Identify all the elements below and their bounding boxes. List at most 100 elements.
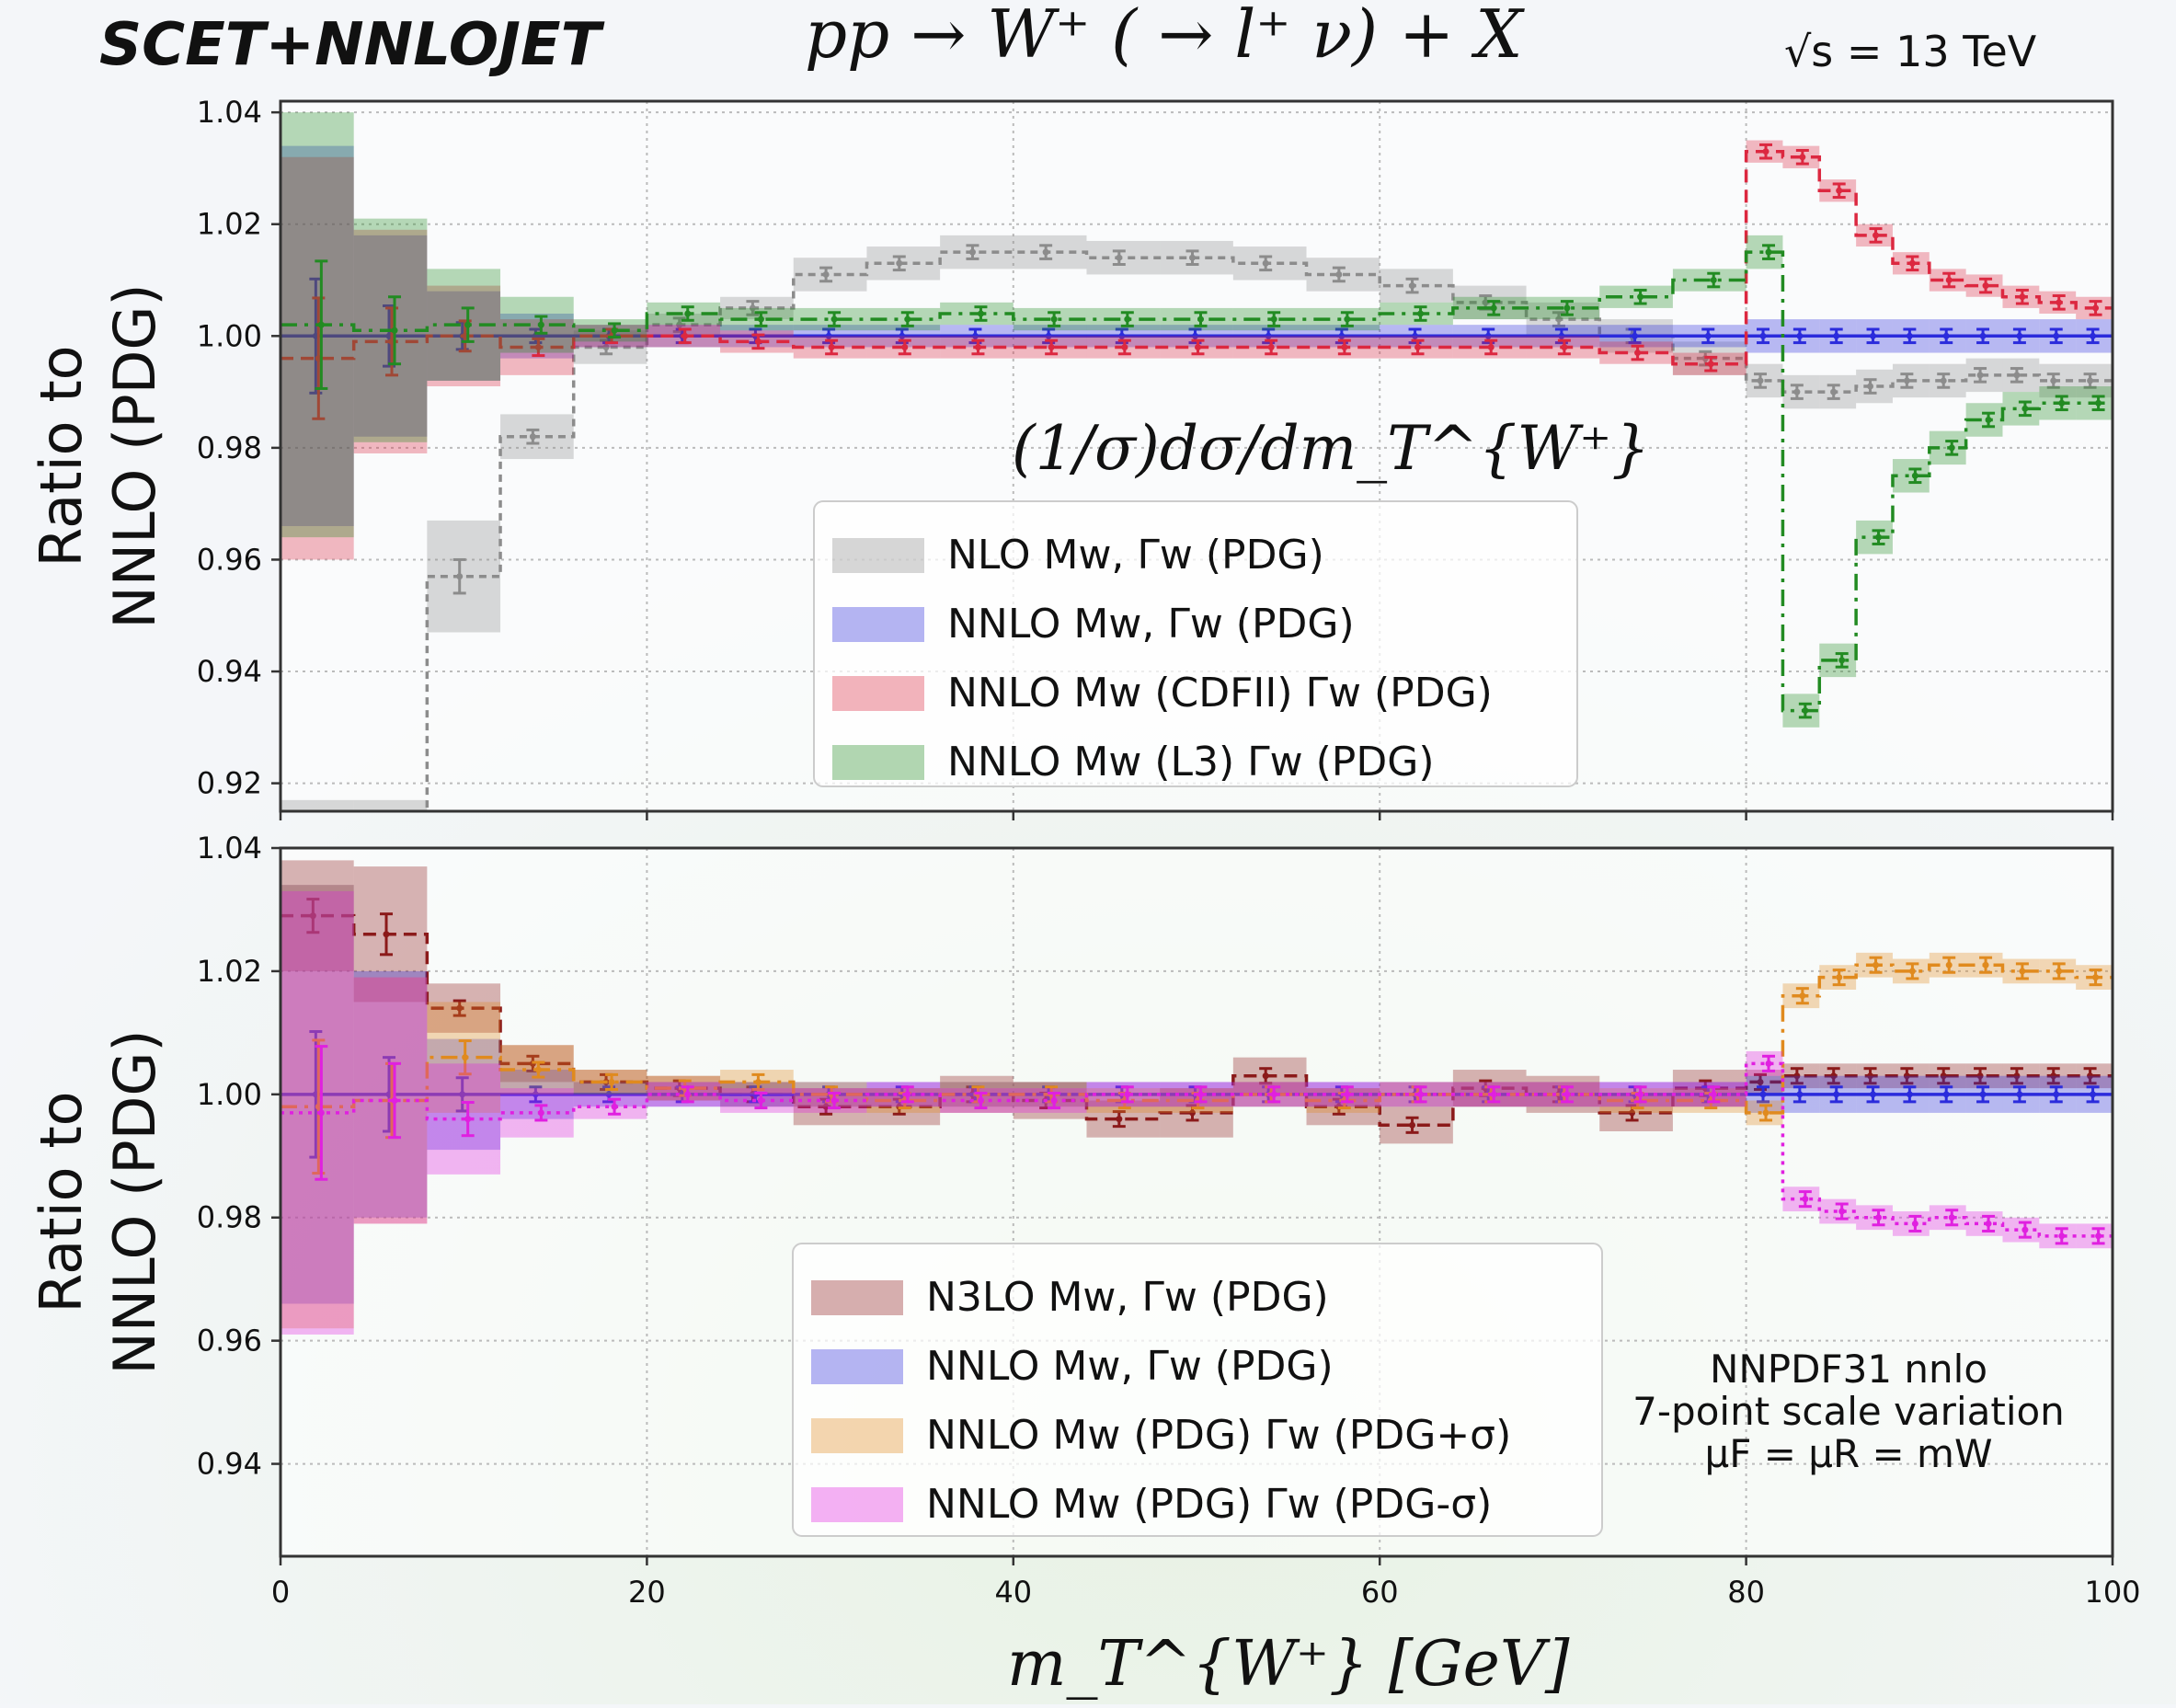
data-point [1555,315,1563,323]
data-point [1875,1214,1883,1221]
data-point [1870,332,1877,339]
legend-swatch [811,1280,903,1315]
y-tick-label: 0.96 [197,542,262,577]
data-point [1197,1091,1204,1098]
x-tick-label: 60 [1361,1575,1399,1610]
series-green [281,112,2113,728]
data-point [317,321,325,328]
data-point [464,321,472,328]
data-point [904,1091,911,1098]
data-point [1045,332,1052,339]
x-tick-label: 0 [271,1575,290,1610]
data-point [383,931,390,938]
data-point [1873,232,1880,239]
data-point [2095,1232,2102,1240]
uncertainty-band [1856,369,1893,404]
data-point [1979,332,1987,339]
data-point [1412,332,1419,339]
data-point [681,332,689,339]
y-tick-label: 1.04 [197,831,262,865]
data-point [1802,707,1809,715]
axes-frame [279,99,2114,813]
data-point [1942,332,1950,339]
axes-frame [279,846,2114,1558]
data-point [1765,248,1772,256]
data-point [1793,388,1801,395]
uncertainty-band [427,520,501,633]
y-axis-label: Ratio to [28,1091,95,1313]
data-point [2021,1226,2029,1233]
data-point [1490,304,1497,312]
uncertainty-band [353,799,428,811]
data-point [611,1103,618,1110]
data-point [2092,974,2100,981]
legend-label: NNLO Mw (PDG) Γw (PDG+σ) [926,1412,1511,1459]
data-point [1757,1078,1764,1085]
data-point [1124,1091,1131,1098]
data-point [1903,377,1910,384]
legend-swatch [811,1418,903,1453]
legend-label: NNLO Mw (PDG) Γw (PDG-σ) [926,1481,1492,1528]
y-axis-label: NNLO (PDG) [101,1029,168,1374]
uncertainty-band [793,258,867,292]
data-point [1906,332,1913,339]
data-point [1634,350,1642,357]
data-point [309,912,316,920]
data-point [391,1097,398,1105]
legend-swatch [832,676,924,711]
data-point [1757,377,1764,384]
data-point [1833,332,1840,339]
data-point [1189,1109,1196,1117]
data-point [1558,332,1565,339]
data-point [1116,1116,1123,1123]
process-title: pp → W⁺ ( → l⁺ ν) + X [805,0,1525,73]
data-point [1267,343,1275,350]
data-point [830,315,838,323]
data-point [462,1054,469,1061]
data-point [2058,1232,2066,1240]
x-axis-label: m_T^{W⁺} [GeV] [1007,1628,1570,1701]
legend-label: N3LO Mw, Γw (PDG) [926,1274,1329,1321]
series-step-line [425,250,2113,811]
data-point [2050,377,2057,384]
data-point [1945,277,1953,284]
data-point [1490,1091,1497,1098]
data-point [2021,405,2029,412]
data-point [1417,1091,1425,1098]
x-tick-label: 80 [1727,1575,1765,1610]
y-tick-label: 1.00 [197,318,262,353]
data-point [2095,399,2102,407]
data-point [534,1066,542,1073]
y-tick-label: 1.02 [197,207,262,242]
data-point [2053,1091,2060,1098]
data-point [1908,968,1916,975]
data-point [2016,332,2023,339]
data-point [968,248,976,256]
data-point [684,1091,692,1098]
y-tick-label: 0.98 [197,1200,262,1235]
data-point [830,1097,838,1105]
data-point [1048,343,1055,350]
data-point [676,321,683,328]
data-point [828,343,835,350]
legend-swatch [811,1487,903,1522]
data-point [1976,1072,1984,1080]
distribution-annotation: (1/σ)dσ/dm_T^{W⁺} [1012,413,1650,484]
data-point [2013,1072,2021,1080]
data-point [1838,657,1846,664]
data-point [1945,961,1953,969]
data-point [1710,277,1717,284]
data-point [1344,1091,1351,1098]
legend-box [792,1243,1603,1537]
legend-swatch [832,538,924,573]
data-point [684,310,692,317]
brand-title: SCET+NNLOJET [99,11,605,79]
data-point [754,338,762,345]
series-step-line [281,913,2113,1128]
series-darkred [281,860,2113,1144]
data-point [1270,1091,1277,1098]
data-point [1830,1072,1838,1080]
data-point [1409,1121,1416,1129]
